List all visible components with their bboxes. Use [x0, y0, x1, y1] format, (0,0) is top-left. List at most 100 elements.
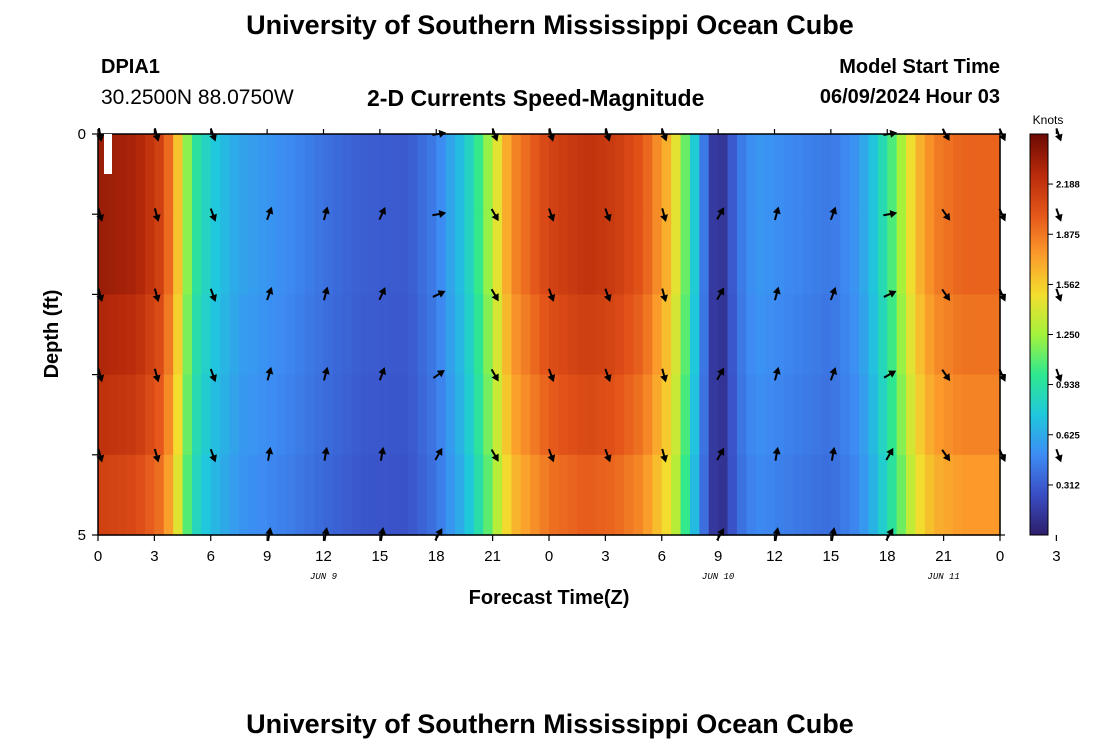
current-vector	[941, 208, 951, 221]
current-vector-head	[209, 213, 217, 222]
x-tick-label: 6	[658, 548, 666, 565]
heatmap-cell	[605, 294, 616, 376]
heatmap-cell	[408, 134, 419, 215]
heatmap-cell	[614, 374, 625, 456]
heatmap-cell	[304, 454, 315, 536]
current-vector-head	[603, 454, 612, 463]
current-vector-head	[321, 286, 330, 295]
heatmap-cell	[887, 214, 898, 295]
heatmap-cell	[934, 454, 945, 536]
heatmap-cell	[821, 294, 832, 376]
heatmap-cell	[107, 454, 118, 536]
current-vector	[432, 370, 445, 379]
heatmap-cell	[511, 214, 522, 295]
heatmap-cell	[144, 294, 155, 376]
current-vector	[772, 206, 781, 221]
heatmap-cell	[408, 294, 419, 376]
heatmap-cell	[455, 374, 466, 456]
current-vector-head	[547, 293, 556, 302]
heatmap-cell	[210, 294, 221, 376]
heatmap-cell	[276, 374, 287, 456]
heatmap-cell	[755, 454, 766, 536]
heatmap-cell	[285, 214, 296, 295]
heatmap-cell	[943, 134, 954, 215]
heatmap-cell	[727, 454, 738, 536]
heatmap-cell	[549, 214, 559, 295]
heatmap-cell	[868, 454, 879, 536]
heatmap-cell	[642, 134, 653, 215]
heatmap-cell	[755, 214, 766, 295]
current-vector	[883, 370, 897, 379]
heatmap-cell	[821, 374, 832, 456]
current-vector	[490, 368, 499, 382]
heatmap-cell	[642, 294, 653, 376]
current-vector	[716, 447, 725, 461]
heatmap-cell	[633, 374, 644, 456]
heatmap-cell	[492, 454, 503, 536]
heatmap-cell	[953, 454, 964, 536]
heatmap-cell	[98, 374, 108, 456]
heatmap-cell	[361, 374, 372, 456]
heatmap-cell	[248, 134, 259, 215]
heatmap-cell	[154, 134, 165, 215]
current-vector-head	[547, 133, 556, 142]
heatmap-cell	[774, 454, 785, 536]
heatmap-cell	[107, 374, 118, 456]
current-vector-head	[209, 454, 217, 463]
heatmap-cell	[173, 454, 184, 536]
heatmap-cell	[971, 454, 982, 536]
heatmap-cell	[257, 294, 268, 376]
heatmap-cell	[924, 214, 935, 295]
heatmap-cell	[971, 134, 982, 215]
heatmap-cell	[370, 294, 381, 376]
heatmap-cell	[351, 294, 362, 376]
heatmap-cell	[511, 134, 522, 215]
heatmap-cell	[577, 214, 588, 295]
heatmap-cell	[718, 294, 729, 376]
heatmap-cell	[314, 294, 325, 376]
heatmap-cell	[332, 454, 343, 536]
heatmap-cell	[276, 454, 287, 536]
current-vector	[1054, 368, 1063, 383]
heatmap-cell	[859, 294, 870, 376]
heatmap-cell	[520, 454, 531, 536]
heatmap-cell	[417, 294, 428, 376]
heatmap-cell	[173, 214, 184, 295]
heatmap-cell	[671, 454, 682, 536]
heatmap-cell	[943, 294, 954, 376]
heatmap-cell	[708, 134, 719, 215]
current-vector-head	[888, 370, 897, 378]
heatmap-cell	[915, 374, 926, 456]
colorbar-tick-label: 0.312	[1056, 480, 1080, 491]
heatmap-cell	[502, 134, 513, 215]
current-vector-head	[660, 133, 668, 142]
current-vector-head	[491, 373, 499, 382]
heatmap-cell	[746, 214, 757, 295]
current-vector-head	[378, 206, 386, 215]
x-tick-label: 18	[879, 548, 896, 565]
heatmap-cell	[342, 134, 353, 215]
current-vector-head	[491, 453, 499, 462]
heatmap-cell	[126, 374, 137, 456]
heatmap-cell	[361, 214, 372, 295]
current-vector-head	[547, 374, 556, 383]
current-vector-head	[998, 293, 1007, 302]
current-vector	[265, 446, 274, 461]
heatmap-cell	[342, 374, 353, 456]
heatmap-cell	[595, 134, 606, 215]
heatmap-cell	[426, 214, 437, 295]
current-vector	[152, 288, 161, 303]
heatmap-cell	[896, 134, 907, 215]
heatmap-cell	[144, 214, 155, 295]
heatmap-cell	[896, 294, 907, 376]
current-vector	[547, 448, 556, 463]
heatmap-cell	[201, 214, 212, 295]
heatmap-cell	[483, 214, 494, 295]
heatmap-cell	[793, 134, 804, 215]
heatmap-cell	[830, 214, 841, 295]
heatmap-cell	[379, 454, 390, 536]
heatmap-cell	[304, 374, 315, 456]
heatmap-cell	[191, 134, 202, 215]
heatmap-cell	[426, 134, 437, 215]
heatmap-cell	[680, 374, 691, 456]
